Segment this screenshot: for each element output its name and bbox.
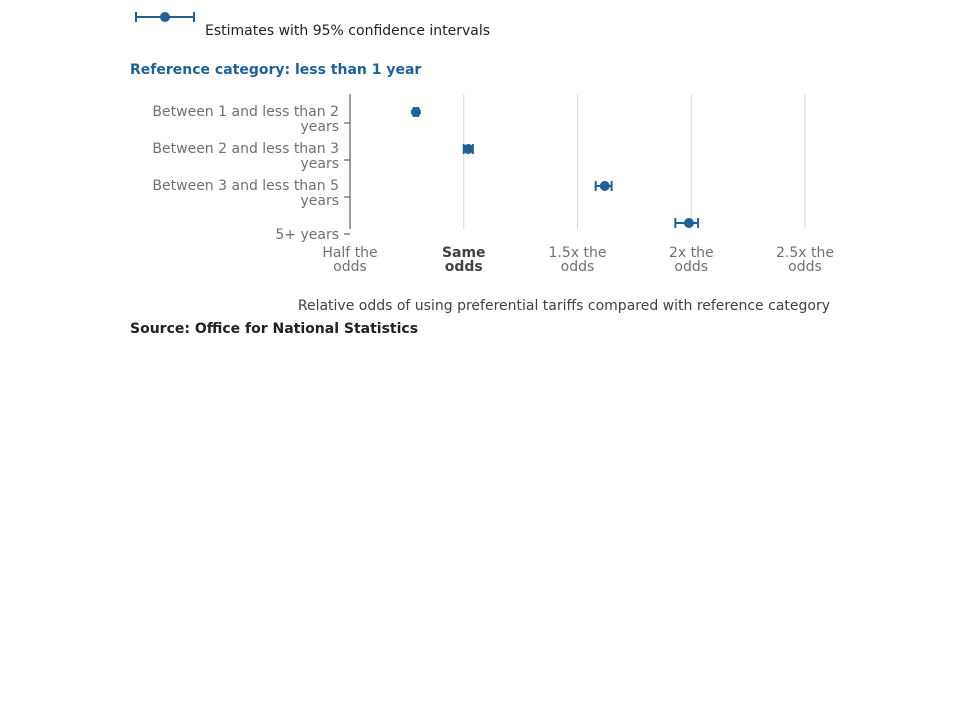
x-tick-label: Same odds: [442, 245, 486, 275]
y-axis: [344, 94, 351, 235]
x-tick-label: 1.5x the odds: [549, 245, 607, 275]
category-label: Between 2 and less than 3 years: [152, 141, 339, 172]
x-tick-label: Half the odds: [322, 245, 377, 275]
reference-category-title: Reference category: less than 1 year: [130, 62, 422, 78]
category-labels: Between 1 and less than 2 years Between 2 …: [152, 104, 339, 243]
category-label: 5+ years: [275, 227, 339, 243]
legend-label: Estimates with 95% confidence intervals: [205, 23, 491, 39]
source-note: Source: Office for National Statistics: [130, 321, 419, 337]
estimate-point: [463, 144, 474, 154]
estimate-point: [599, 181, 610, 191]
category-label: Between 3 and less than 5 years: [152, 178, 339, 209]
x-tick-label: 2.5x the odds: [776, 245, 834, 275]
data-points: [410, 107, 700, 228]
x-axis-title: Relative odds of using preferential tari…: [298, 298, 830, 314]
forest-plot: Between 1 and less than 2 years Between 2 …: [152, 94, 834, 314]
legend-marker-icon: [135, 12, 195, 22]
legend-point: [160, 12, 170, 22]
legend: Estimates with 95% confidence intervals: [130, 6, 550, 46]
category-label: Between 1 and less than 2 years: [152, 104, 339, 135]
x-tick-labels: Half the odds Same odds 1.5x the odds 2x the od…: [322, 245, 834, 275]
grid-lines: [463, 94, 806, 229]
x-tick-label: 2x the odds: [669, 245, 714, 275]
estimate-point: [683, 218, 694, 228]
estimate-point: [410, 107, 421, 117]
